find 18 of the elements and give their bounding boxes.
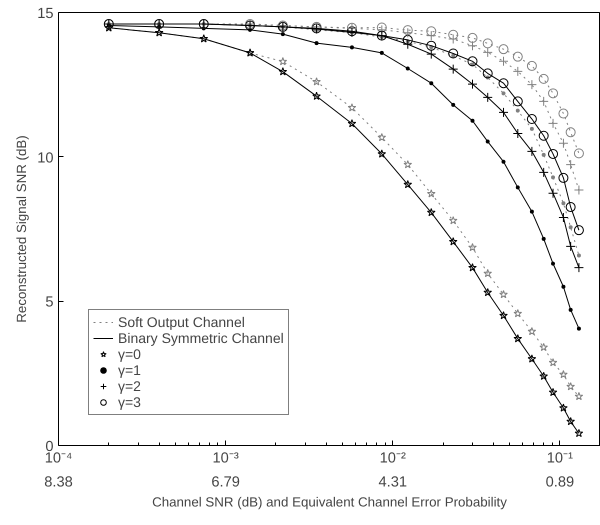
legend-label: Binary Symmetric Channel <box>118 330 284 346</box>
legend-label: γ=1 <box>118 362 141 378</box>
y-tick-label: 10 <box>37 150 54 166</box>
x-axis-title: Channel SNR (dB) and Equivalent Channel Error Probability <box>152 494 508 510</box>
legend-label: γ=3 <box>118 394 141 410</box>
text: 6.79 <box>211 474 240 490</box>
x-tick-label: 10⁻¹ <box>546 450 574 466</box>
y-axis-title: Reconstructed Signal SNR (dB) <box>14 135 30 323</box>
text: 0.89 <box>546 474 574 490</box>
legend-label: Soft Output Channel <box>118 314 245 330</box>
legend-label: γ=0 <box>118 346 141 362</box>
x-tick-label: 10⁻³ <box>212 450 239 466</box>
legend-label: γ=2 <box>118 378 141 394</box>
x-tick-label: 10⁻² <box>380 450 406 466</box>
text: 8.38 <box>44 474 73 490</box>
y-tick-label: 15 <box>37 6 54 22</box>
text: 4.31 <box>378 474 408 490</box>
y-tick-label: 5 <box>45 294 54 311</box>
